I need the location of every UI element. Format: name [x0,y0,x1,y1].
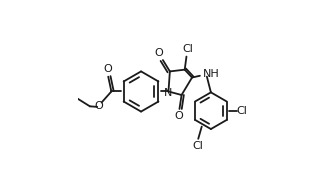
Text: O: O [154,48,163,58]
Text: Cl: Cl [237,106,247,116]
Text: N: N [164,88,172,98]
Text: O: O [174,111,183,121]
Text: O: O [95,101,104,111]
Text: Cl: Cl [193,141,204,151]
Text: O: O [104,64,113,74]
Text: NH: NH [203,69,220,79]
Text: Cl: Cl [182,44,193,54]
